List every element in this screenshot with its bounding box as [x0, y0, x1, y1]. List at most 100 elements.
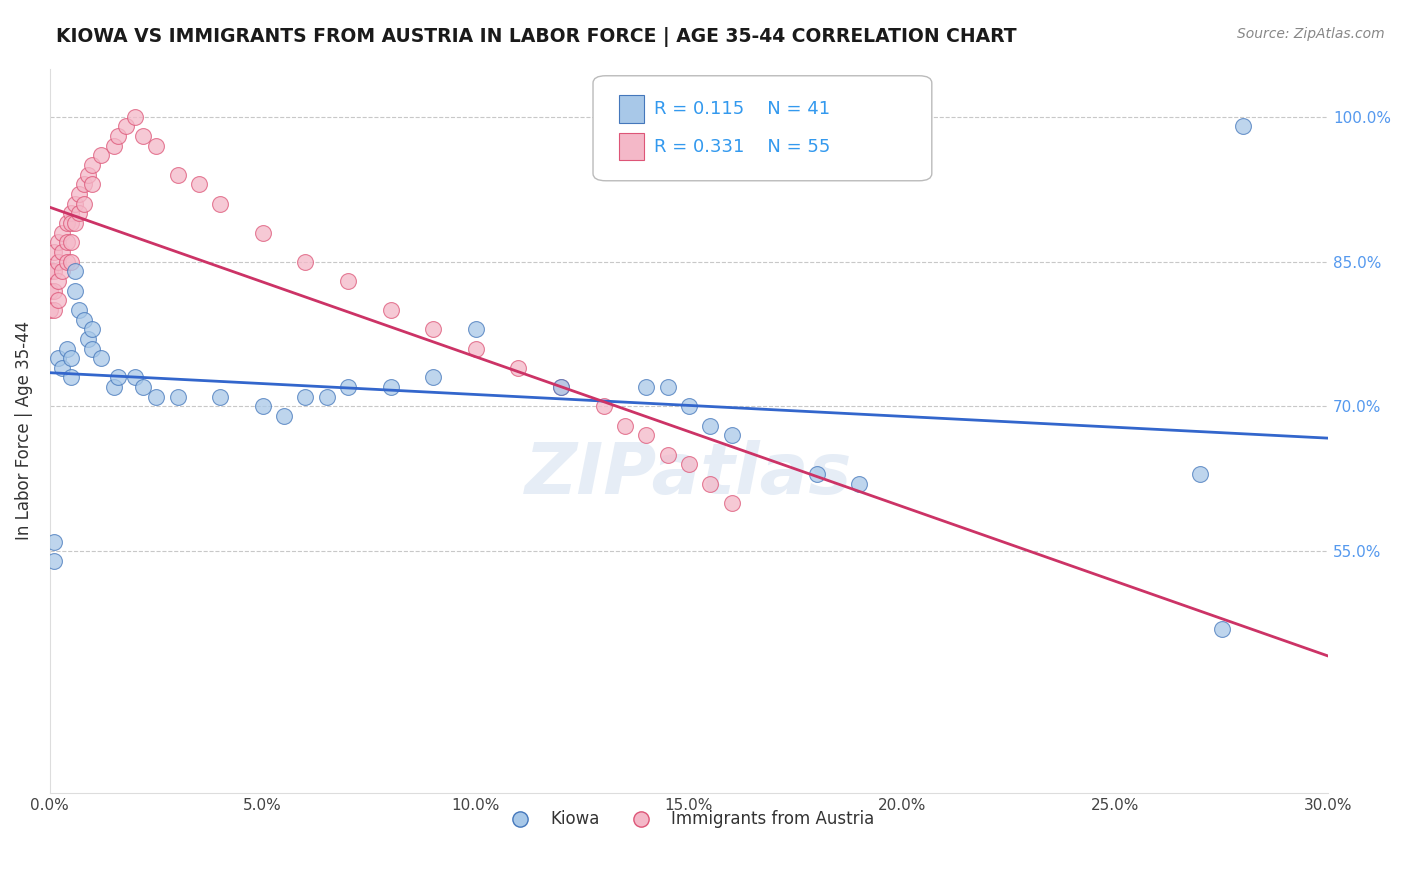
Point	[145, 390, 167, 404]
Point	[380, 302, 402, 317]
Point	[59, 235, 82, 250]
Point	[69, 187, 91, 202]
Point	[132, 129, 155, 144]
Point	[73, 196, 96, 211]
Point	[636, 428, 658, 442]
Point	[69, 302, 91, 317]
Point	[55, 342, 77, 356]
Point	[720, 496, 742, 510]
Point	[464, 322, 486, 336]
Point	[124, 110, 146, 124]
Point	[124, 370, 146, 384]
Point	[657, 380, 679, 394]
Point	[187, 178, 209, 192]
Point	[103, 380, 125, 394]
Point	[42, 284, 65, 298]
Point	[69, 206, 91, 220]
Point	[59, 206, 82, 220]
Point	[90, 148, 112, 162]
Text: ZIPatlas: ZIPatlas	[526, 440, 852, 508]
Point	[166, 390, 188, 404]
Point	[592, 400, 614, 414]
Point	[614, 418, 637, 433]
Point	[209, 390, 232, 404]
Point	[1189, 467, 1212, 481]
Point	[464, 342, 486, 356]
Point	[82, 342, 104, 356]
Point	[107, 129, 129, 144]
Point	[678, 458, 700, 472]
Point	[422, 370, 444, 384]
Y-axis label: In Labor Force | Age 35-44: In Labor Force | Age 35-44	[15, 321, 32, 541]
Point	[132, 380, 155, 394]
Point	[51, 360, 73, 375]
Point	[42, 264, 65, 278]
Point	[42, 244, 65, 259]
Point	[1211, 622, 1233, 636]
Bar	[619, 95, 644, 123]
Point	[42, 302, 65, 317]
Text: KIOWA VS IMMIGRANTS FROM AUSTRIA IN LABOR FORCE | AGE 35-44 CORRELATION CHART: KIOWA VS IMMIGRANTS FROM AUSTRIA IN LABO…	[56, 27, 1017, 46]
Point	[103, 138, 125, 153]
Point	[550, 380, 572, 394]
Point	[107, 370, 129, 384]
Point	[657, 448, 679, 462]
Point	[46, 293, 69, 308]
Point	[59, 254, 82, 268]
Point	[336, 274, 359, 288]
Point	[77, 332, 100, 346]
Point	[294, 254, 316, 268]
Point	[699, 418, 721, 433]
Text: R = 0.115    N = 41: R = 0.115 N = 41	[654, 100, 831, 118]
Point	[46, 254, 69, 268]
Point	[294, 390, 316, 404]
Point	[115, 120, 138, 134]
Point	[46, 351, 69, 366]
Point	[65, 284, 87, 298]
Point	[46, 235, 69, 250]
Point	[90, 351, 112, 366]
Point	[65, 264, 87, 278]
Point	[65, 216, 87, 230]
Point	[42, 554, 65, 568]
Text: Source: ZipAtlas.com: Source: ZipAtlas.com	[1237, 27, 1385, 41]
Point	[166, 168, 188, 182]
Point	[65, 196, 87, 211]
Point	[145, 138, 167, 153]
Point	[42, 534, 65, 549]
Point	[315, 390, 337, 404]
FancyBboxPatch shape	[593, 76, 932, 181]
Point	[55, 216, 77, 230]
Point	[51, 264, 73, 278]
Point	[73, 312, 96, 326]
Point	[77, 168, 100, 182]
Point	[508, 360, 530, 375]
Point	[1232, 120, 1254, 134]
Point	[422, 322, 444, 336]
Legend: Kiowa, Immigrants from Austria: Kiowa, Immigrants from Austria	[496, 804, 882, 835]
Point	[636, 380, 658, 394]
Text: R = 0.331    N = 55: R = 0.331 N = 55	[654, 137, 831, 156]
Point	[380, 380, 402, 394]
Point	[82, 322, 104, 336]
Point	[38, 264, 60, 278]
Point	[59, 216, 82, 230]
Point	[699, 476, 721, 491]
Point	[82, 178, 104, 192]
Point	[46, 274, 69, 288]
Point	[38, 302, 60, 317]
Point	[55, 235, 77, 250]
Point	[209, 196, 232, 211]
Point	[720, 428, 742, 442]
Point	[59, 351, 82, 366]
Point	[51, 226, 73, 240]
Bar	[619, 133, 644, 161]
Point	[252, 226, 274, 240]
Point	[848, 476, 870, 491]
Point	[73, 178, 96, 192]
Point	[678, 400, 700, 414]
Point	[336, 380, 359, 394]
Point	[82, 158, 104, 172]
Point	[252, 400, 274, 414]
Point	[38, 284, 60, 298]
